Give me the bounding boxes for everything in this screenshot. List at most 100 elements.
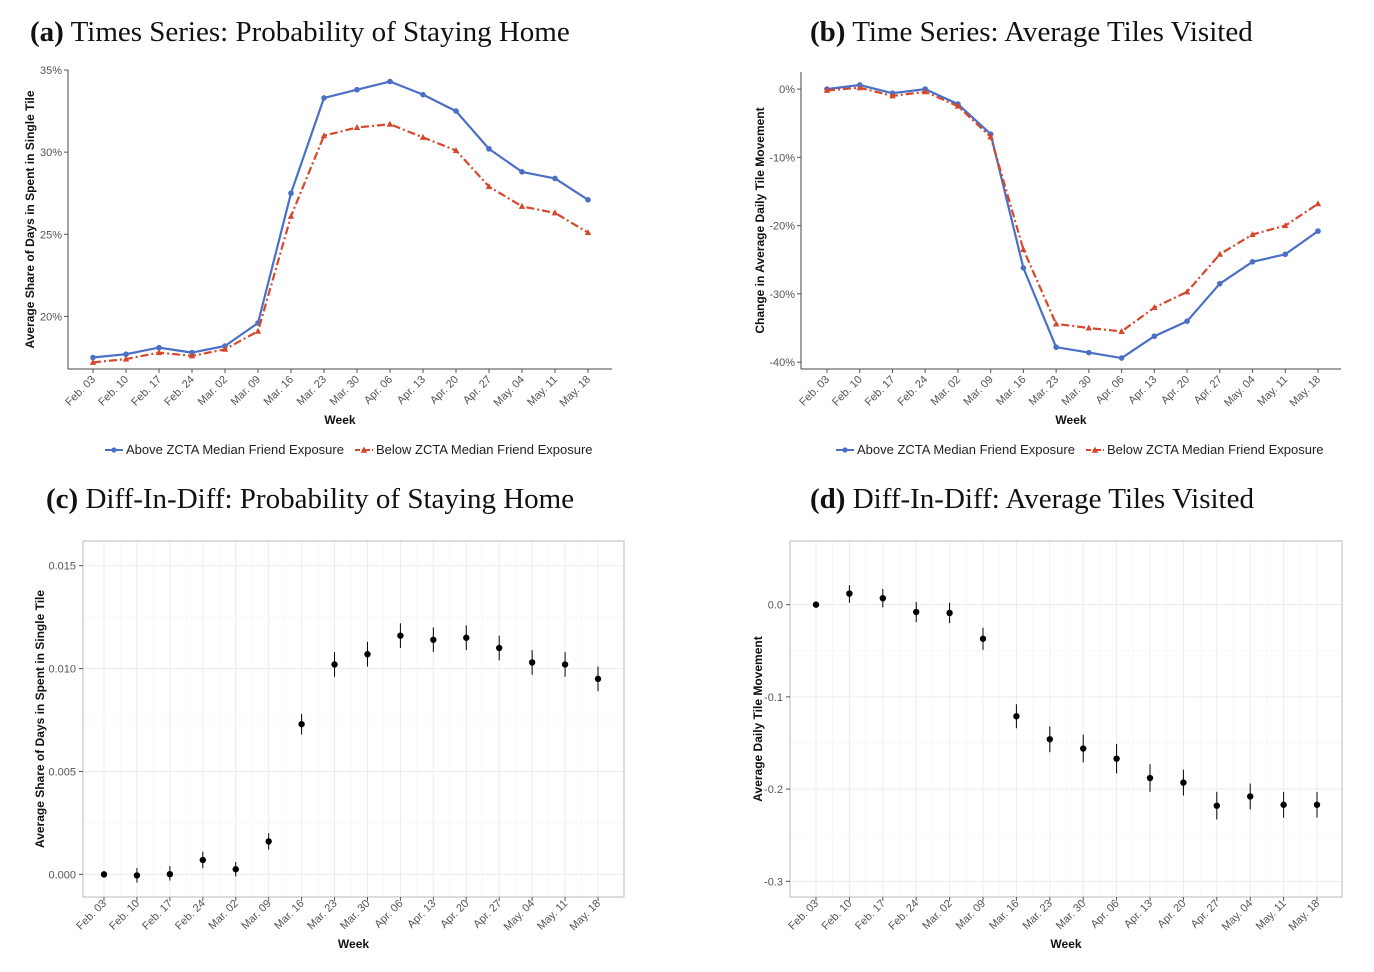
y-tick-label: 30%	[40, 147, 62, 159]
estimate-point	[594, 675, 602, 683]
x-tick-label: Apr. 27	[1192, 374, 1225, 407]
series-below-point	[1216, 250, 1223, 257]
x-tick-label: Mar. 16	[994, 374, 1028, 408]
y-axis-label: Average Share of Days in Spent in Single…	[33, 590, 47, 848]
estimate-point	[1113, 755, 1120, 762]
panel-a-title: (a) Times Series: Probability of Staying…	[30, 16, 570, 49]
x-tick-label: Mar. 30	[338, 898, 372, 932]
estimate-point	[1280, 801, 1287, 808]
x-tick-label: Feb. 24	[895, 374, 930, 409]
estimate-point	[879, 594, 886, 602]
panel-a-tag: (a)	[30, 16, 64, 48]
estimate-point	[946, 609, 953, 617]
y-tick-label: 25%	[40, 229, 62, 241]
x-axis-label: Week	[324, 413, 355, 427]
series-above-line	[826, 83, 1319, 360]
x-tick-label: Apr. 06	[372, 898, 405, 931]
series-below-point	[1020, 246, 1027, 253]
series-below-point	[889, 92, 896, 99]
series-below-point	[353, 124, 361, 130]
series-below-point	[419, 133, 427, 140]
estimate-point	[100, 871, 108, 878]
x-tick-label: Apr. 20	[1159, 374, 1192, 407]
series-above-point	[90, 354, 96, 361]
x-tick-label: Apr. 27	[1189, 898, 1222, 931]
legend-a: Above ZCTA Median Friend Exposure Below …	[104, 442, 603, 457]
estimate-point	[133, 872, 141, 879]
series-below-point	[89, 358, 97, 365]
x-axis-label: Week	[1055, 413, 1086, 427]
series-below-point	[954, 102, 962, 109]
estimate-point	[166, 870, 174, 878]
series-above-point	[354, 86, 360, 93]
x-tick-label: May. 11	[535, 898, 570, 933]
x-tick-label: May. 11	[1255, 374, 1290, 409]
x-tick-label: Apr. 27	[461, 374, 494, 407]
estimate-point	[1180, 779, 1187, 786]
series-above-point	[1315, 228, 1321, 234]
y-tick-label: 0.005	[48, 766, 76, 778]
series-above-point	[321, 95, 327, 101]
panel-c-title: (c) Diff-In-Diff: Probability of Staying…	[46, 483, 574, 516]
series-below-point	[155, 349, 163, 356]
x-tick-label: Apr. 20	[1155, 898, 1188, 931]
series-below-point	[320, 132, 328, 139]
x-tick-label: May. 11	[525, 374, 560, 409]
plot-frame	[789, 540, 1343, 898]
series-below-line	[92, 123, 589, 364]
estimate-point	[1146, 774, 1154, 782]
series-above-point	[486, 146, 492, 152]
series-below-point	[823, 86, 831, 93]
x-axis-label: Week	[1050, 937, 1081, 951]
y-tick-label: -0.2	[764, 784, 783, 796]
panel-d-title-text: Diff-In-Diff: Average Tiles Visited	[852, 483, 1254, 515]
series-below-point	[987, 133, 994, 140]
x-tick-label: Apr. 27	[471, 898, 504, 931]
estimate-point	[364, 650, 371, 658]
x-tick-label: Mar. 16	[272, 898, 306, 932]
x-tick-label: Mar. 23	[305, 898, 339, 932]
x-tick-label: Apr. 13	[405, 898, 438, 931]
legend-below-swatch	[354, 446, 373, 453]
x-tick-label: May. 04	[502, 898, 538, 934]
y-tick-label: 0.000	[48, 869, 76, 881]
series-above-point	[552, 175, 558, 182]
estimate-point	[298, 720, 305, 728]
x-tick-label: Feb. 03	[786, 898, 821, 933]
series-below-point	[287, 212, 295, 219]
x-tick-label: Mar. 09	[239, 898, 273, 932]
legend-below-swatch	[1085, 446, 1104, 453]
series-above-point	[288, 190, 294, 197]
series-above-point	[387, 78, 393, 85]
legend-b-below-label: Below ZCTA Median Friend Exposure	[1106, 442, 1324, 457]
x-tick-label: Feb. 24	[886, 898, 921, 933]
series-below-point	[922, 88, 929, 95]
estimate-point	[913, 608, 920, 616]
series-below-point	[122, 355, 130, 362]
series-below-point	[518, 202, 526, 209]
x-tick-label: Mar. 09	[954, 898, 988, 932]
panel-b-title-text: Time Series: Average Tiles Visited	[852, 16, 1253, 48]
series-above-point	[420, 91, 426, 98]
x-tick-label: Feb. 17	[853, 898, 888, 933]
x-tick-label: Apr. 20	[428, 374, 461, 407]
x-tick-label: May. 18	[1288, 374, 1324, 410]
x-tick-label: Feb. 10	[830, 374, 865, 409]
y-tick-label: 0.0	[768, 600, 783, 612]
series-above-point	[1282, 251, 1289, 258]
series-below-point	[1183, 288, 1191, 295]
series-above-point	[123, 351, 129, 358]
series-below-point	[1249, 230, 1256, 237]
x-tick-label: Feb. 10	[107, 898, 142, 933]
estimate-point	[463, 634, 470, 641]
x-tick-label: May. 04	[1222, 374, 1258, 410]
estimate-point	[496, 644, 503, 652]
series-above-point	[1249, 259, 1256, 265]
legend-a-above-label: Above ZCTA Median Friend Exposure	[126, 442, 344, 457]
x-tick-label: Apr. 06	[1089, 898, 1122, 931]
panel-c-tag: (c)	[46, 483, 79, 515]
x-tick-label: Mar. 02	[196, 374, 230, 408]
x-tick-label: Feb. 03	[797, 374, 832, 409]
y-tick-label: 20%	[40, 311, 62, 323]
